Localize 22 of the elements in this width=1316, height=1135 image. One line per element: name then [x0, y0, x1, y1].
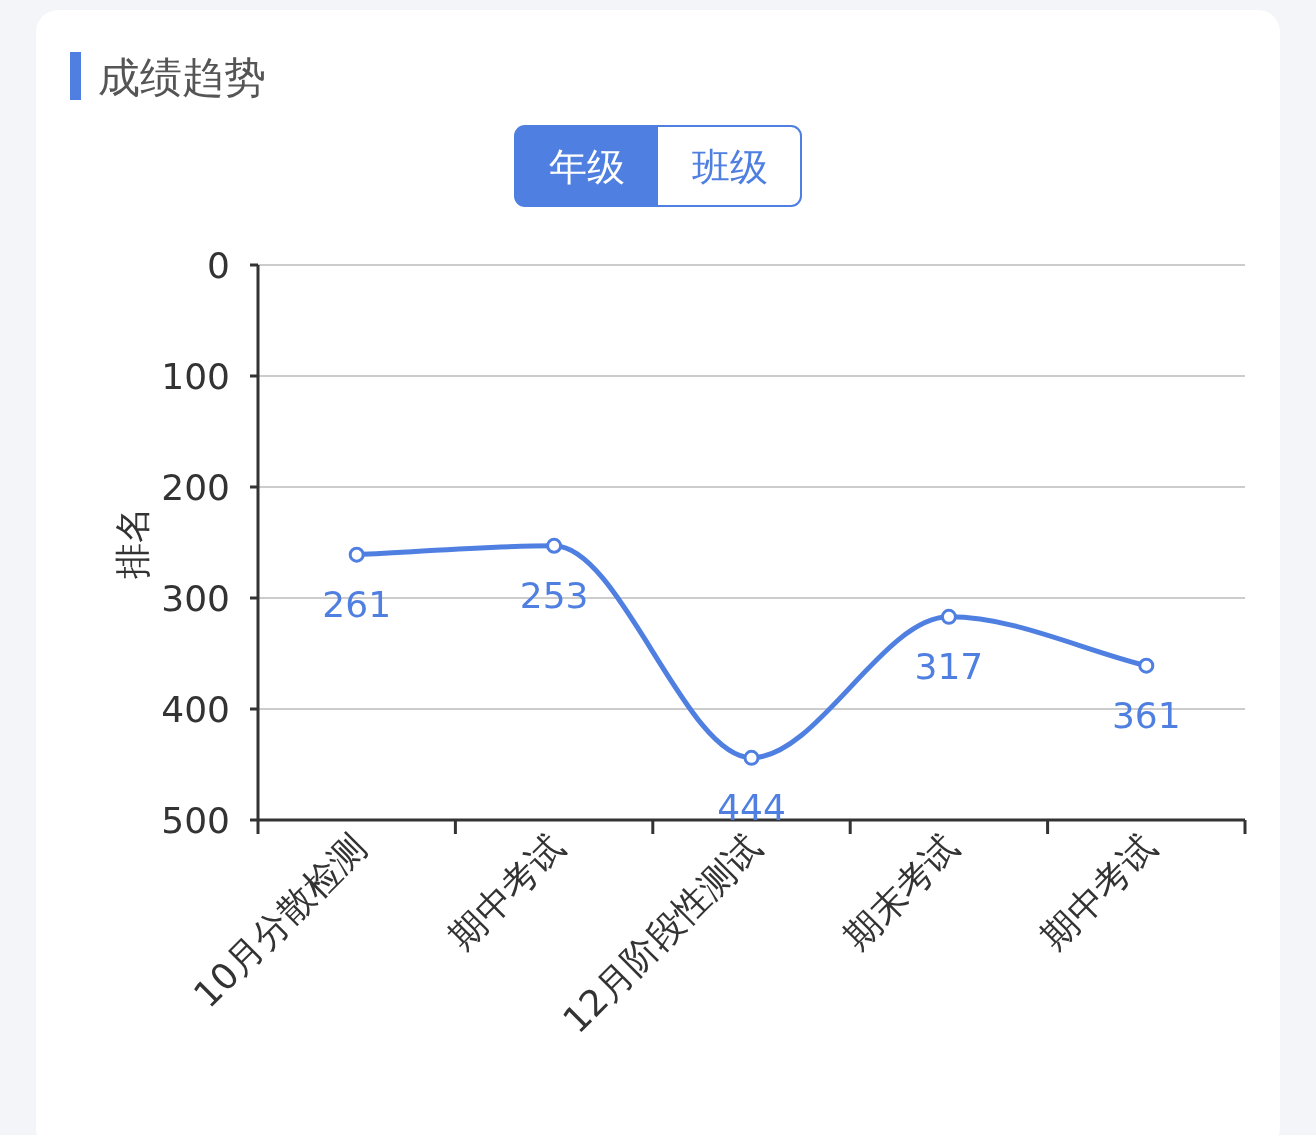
x-tick-label: 期中考试 [1033, 826, 1164, 958]
y-tick-label: 500 [161, 800, 230, 841]
point [348, 546, 365, 563]
y-tick-label: 100 [161, 356, 230, 397]
data-label: 444 [717, 786, 786, 828]
point [940, 608, 957, 625]
x-tick-label: 期末考试 [835, 826, 967, 958]
toggle: 年级 班级 [514, 125, 802, 207]
data-label: 261 [322, 583, 392, 625]
chart-title: 成绩趋势 [98, 53, 266, 102]
point [743, 749, 760, 766]
y-axis-title: 排名 [112, 506, 153, 579]
data-label: 253 [519, 574, 589, 616]
x-tick-label: 期中考试 [440, 826, 572, 958]
y-tick-label: 0 [207, 245, 230, 286]
point [1138, 657, 1155, 674]
data-label: 317 [914, 645, 984, 687]
y-tick-label: 400 [161, 689, 230, 730]
data-label: 361 [1111, 694, 1181, 736]
point [546, 537, 563, 554]
y-tick-label: 300 [161, 578, 230, 619]
y-tick-label: 200 [161, 467, 230, 508]
